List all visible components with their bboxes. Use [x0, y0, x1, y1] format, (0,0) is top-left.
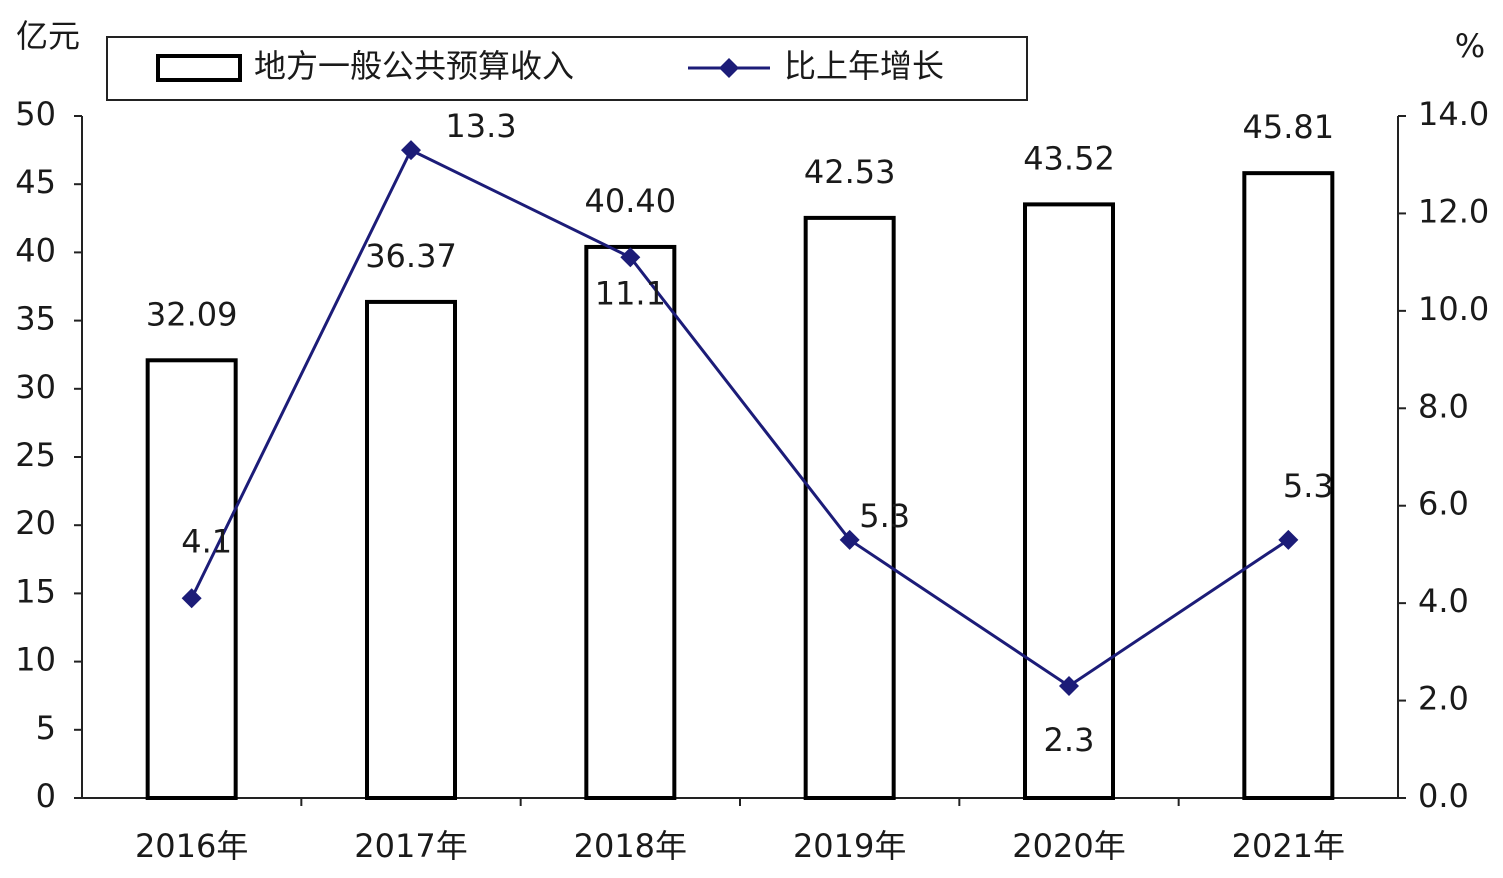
- y-tick-label: 50: [15, 95, 56, 133]
- line-value-label: 2.3: [1044, 721, 1095, 759]
- y-tick-label: 0: [36, 777, 56, 815]
- bar-value-label: 43.52: [1023, 139, 1115, 177]
- x-tick-label: 2016年: [135, 827, 248, 865]
- y2-tick-label: 0.0: [1418, 777, 1469, 815]
- y-tick-label: 15: [15, 572, 56, 610]
- bar: [365, 299, 457, 800]
- line-marker: [620, 247, 641, 268]
- x-tick-label: 2020年: [1012, 827, 1125, 865]
- line-value-label: 4.1: [181, 522, 232, 560]
- bar: [1242, 171, 1335, 800]
- bar: [1023, 202, 1115, 800]
- x-tick-label: 2018年: [574, 827, 687, 865]
- bar-value-label: 45.81: [1243, 108, 1335, 146]
- legend-swatch: [156, 54, 242, 82]
- line-value-label: 11.1: [595, 274, 666, 312]
- y-tick-label: 45: [15, 163, 56, 201]
- bar: [145, 358, 238, 800]
- bar: [803, 215, 896, 800]
- y-tick-label: 35: [15, 300, 56, 338]
- x-tick-label: 2021年: [1232, 827, 1345, 865]
- y2-unit: %: [1455, 27, 1485, 65]
- y-unit: 亿元: [16, 17, 80, 55]
- y-tick-label: 10: [15, 641, 56, 679]
- y-tick-label: 25: [15, 436, 56, 474]
- line-value-label: 13.3: [445, 107, 516, 145]
- line-marker: [839, 529, 860, 550]
- bar: [584, 244, 677, 801]
- bar-value-label: 32.09: [146, 295, 238, 333]
- y2-tick-label: 14.0: [1418, 95, 1489, 133]
- y2-tick-label: 2.0: [1418, 680, 1469, 718]
- legend: [106, 36, 1028, 101]
- line-marker: [401, 140, 421, 161]
- y-tick-label: 20: [15, 504, 56, 542]
- bar-value-label: 36.37: [365, 237, 457, 275]
- legend-label: 比上年增长: [784, 47, 944, 85]
- line-value-label: 5.3: [859, 497, 910, 535]
- x-tick-label: 2017年: [354, 827, 467, 865]
- x-tick-label: 2019年: [793, 827, 906, 865]
- line-marker: [181, 588, 202, 609]
- bar-value-label: 42.53: [804, 153, 896, 191]
- line-marker: [1278, 529, 1299, 550]
- y2-tick-label: 4.0: [1418, 582, 1469, 620]
- line: [190, 148, 1290, 688]
- line-value-label: 5.3: [1283, 467, 1334, 505]
- y-tick-label: 5: [36, 709, 56, 747]
- y-tick-label: 40: [15, 231, 56, 269]
- y-tick-label: 30: [15, 368, 56, 406]
- y2-tick-label: 8.0: [1418, 387, 1469, 425]
- bar-value-label: 40.40: [585, 182, 677, 220]
- y2-tick-label: 10.0: [1418, 290, 1489, 328]
- legend-label: 地方一般公共预算收入: [254, 47, 574, 85]
- y2-tick-label: 6.0: [1418, 485, 1469, 523]
- line-marker: [1059, 675, 1079, 696]
- y2-tick-label: 12.0: [1418, 192, 1489, 230]
- legend-marker: [719, 58, 739, 78]
